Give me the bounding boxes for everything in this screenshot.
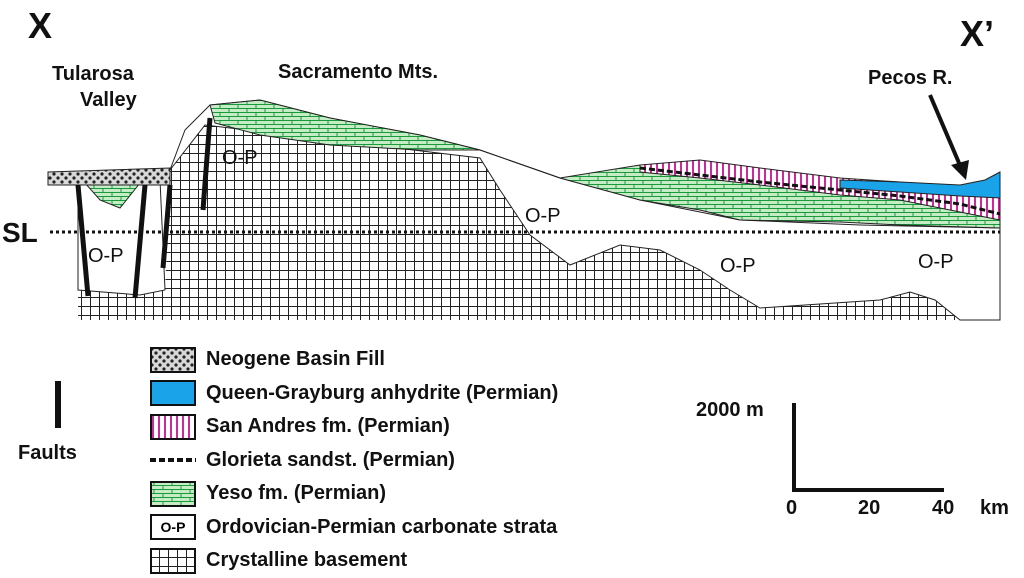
legend-label: San Andres fm. (Permian) xyxy=(206,415,450,438)
scale-tick-label: 40 xyxy=(932,497,954,519)
glorieta-swatch xyxy=(150,458,196,463)
legend-label: Crystalline basement xyxy=(206,549,408,572)
legend-label: Ordovician-Permian carbonate strata xyxy=(206,515,558,538)
san-andres-swatch xyxy=(150,413,196,440)
sacramento-label: Sacramento Mts. xyxy=(278,61,438,83)
legend-item-queen: Queen-Grayburg anhydrite (Permian) xyxy=(150,377,710,411)
legend-item-san-andres: San Andres fm. (Permian) xyxy=(150,410,710,444)
yeso-swatch xyxy=(150,480,196,507)
queen-grayburg-unit xyxy=(839,171,1001,199)
tularosa-label-1: Tularosa xyxy=(52,63,135,85)
pecos-arrowhead xyxy=(951,160,969,180)
legend-label: Glorieta sandst. (Permian) xyxy=(206,448,455,471)
fault-line xyxy=(200,117,213,211)
basement-swatch xyxy=(150,547,196,574)
sea-level-label: SL xyxy=(2,217,38,248)
legend: Neogene Basin Fill Queen-Grayburg anhydr… xyxy=(150,343,710,578)
fault-line xyxy=(160,184,173,269)
legend-item-op: O-P Ordovician-Permian carbonate strata xyxy=(150,511,710,545)
pecos-label: Pecos R. xyxy=(868,67,952,89)
legend-item-basement: Crystalline basement xyxy=(150,544,710,578)
neogene-unit xyxy=(47,167,171,186)
section-end-right: X’ xyxy=(960,13,994,54)
fault-legend-symbol xyxy=(55,381,61,428)
queen-swatch xyxy=(150,380,196,407)
tularosa-label-2: Valley xyxy=(80,89,138,111)
basement-unit xyxy=(78,125,960,320)
legend-label: Queen-Grayburg anhydrite (Permian) xyxy=(206,381,559,404)
op-label: O-P xyxy=(222,147,258,169)
op-swatch-text: O-P xyxy=(160,519,186,536)
fault-line xyxy=(132,184,148,299)
neogene-swatch xyxy=(150,346,196,373)
fault-line xyxy=(75,184,91,297)
legend-item-glorieta: Glorieta sandst. (Permian) xyxy=(150,444,710,478)
section-end-left: X xyxy=(28,5,52,46)
op-label: O-P xyxy=(720,255,756,277)
op-label: O-P xyxy=(88,245,124,267)
op-label: O-P xyxy=(918,251,954,273)
legend-item-yeso: Yeso fm. (Permian) xyxy=(150,477,710,511)
faults-legend-label: Faults xyxy=(18,442,77,464)
scale-vertical-label: 2000 m xyxy=(696,399,764,421)
pecos-arrow xyxy=(928,94,964,171)
legend-label: Yeso fm. (Permian) xyxy=(206,482,387,505)
op-swatch: O-P xyxy=(150,514,196,541)
glorieta-line xyxy=(639,166,1001,216)
scale-unit-label: km xyxy=(980,497,1009,519)
san-andres-unit xyxy=(639,159,1001,221)
scale-tick-label: 20 xyxy=(858,497,880,519)
scale-tick-label: 0 xyxy=(786,497,797,519)
legend-label: Neogene Basin Fill xyxy=(206,348,385,371)
op-label: O-P xyxy=(525,205,561,227)
legend-item-neogene: Neogene Basin Fill xyxy=(150,343,710,377)
